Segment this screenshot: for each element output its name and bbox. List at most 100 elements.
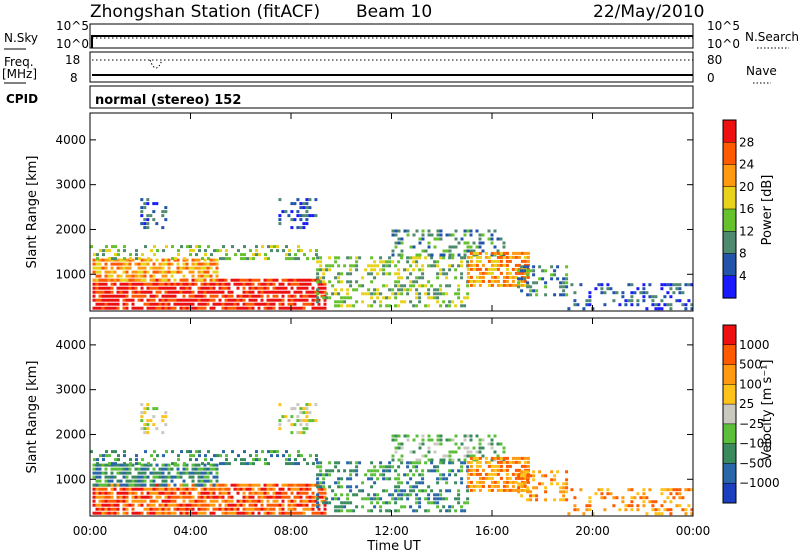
- range-gate-cell: [284, 511, 288, 515]
- range-gate-cell: [233, 298, 237, 302]
- range-gate-cell: [281, 278, 285, 282]
- range-gate-cell: [194, 471, 198, 475]
- range-gate-cell: [131, 495, 135, 499]
- range-gate-cell: [299, 286, 303, 290]
- range-gate-cell: [302, 202, 306, 206]
- range-gate-cell: [98, 258, 102, 262]
- range-gate-cell: [514, 472, 518, 476]
- range-gate-cell: [219, 462, 222, 466]
- range-gate-cell: [237, 454, 240, 458]
- range-gate-cell: [137, 306, 141, 310]
- range-gate-cell: [195, 450, 198, 454]
- range-gate-cell: [191, 266, 195, 270]
- range-gate-cell: [466, 460, 470, 464]
- range-gate-cell: [251, 499, 255, 503]
- range-gate-cell: [149, 286, 153, 290]
- range-gate-cell: [290, 491, 294, 495]
- range-gate-cell: [302, 491, 306, 495]
- range-gate-cell: [257, 302, 261, 306]
- range-gate-cell: [170, 290, 174, 294]
- range-gate-cell: [314, 214, 318, 218]
- range-gate-cell: [373, 505, 377, 509]
- range-gate-cell: [249, 454, 252, 458]
- range-gate-cell: [355, 465, 359, 469]
- range-gate-cell: [158, 483, 162, 487]
- range-gate-cell: [397, 241, 401, 245]
- range-gate-cell: [394, 280, 398, 284]
- range-gate-cell: [308, 483, 312, 487]
- range-gate-cell: [427, 497, 431, 501]
- range-gate-cell: [197, 306, 201, 310]
- range-gate-cell: [460, 300, 464, 304]
- range-gate-cell: [125, 475, 129, 479]
- range-gate-cell: [249, 249, 252, 253]
- range-gate-cell: [98, 278, 102, 282]
- range-gate-cell: [305, 491, 309, 495]
- range-gate-cell: [155, 507, 159, 511]
- range-gate-cell: [242, 278, 246, 282]
- range-gate-cell: [110, 507, 114, 511]
- range-gate-cell: [436, 465, 440, 469]
- range-gate-cell: [302, 503, 306, 507]
- range-gate-cell: [216, 454, 219, 458]
- range-gate-cell: [442, 497, 446, 501]
- range-gate-cell: [116, 463, 120, 467]
- range-gate-cell: [358, 461, 362, 465]
- range-gate-cell: [316, 300, 320, 304]
- range-gate-cell: [478, 267, 482, 271]
- range-gate-cell: [149, 507, 153, 511]
- range-gate-cell: [185, 286, 189, 290]
- range-gate-cell: [161, 270, 165, 274]
- range-gate-cell: [457, 292, 461, 296]
- range-gate-cell: [636, 504, 640, 508]
- range-gate-cell: [666, 488, 670, 492]
- range-gate-cell: [487, 229, 491, 233]
- range-gate-cell: [188, 266, 192, 270]
- range-gate-cell: [373, 493, 377, 497]
- range-gate-cell: [400, 253, 404, 257]
- range-gate-cell: [478, 450, 482, 454]
- range-gate-cell: [311, 306, 315, 310]
- range-gate-cell: [505, 476, 509, 480]
- range-gate-cell: [105, 245, 108, 249]
- range-gate-cell: [101, 266, 105, 270]
- range-gate-cell: [517, 460, 521, 464]
- range-gate-cell: [110, 270, 114, 274]
- x-tick-label: 12:00: [374, 524, 409, 538]
- range-gate-cell: [105, 450, 108, 454]
- range-gate-cell: [430, 458, 434, 462]
- range-gate-cell: [490, 446, 494, 450]
- range-gate-cell: [230, 290, 234, 294]
- range-gate-cell: [457, 446, 461, 450]
- range-gate-cell: [257, 487, 261, 491]
- colorbar-tick-label: 16: [739, 202, 754, 216]
- range-gate-cell: [95, 467, 99, 471]
- range-gate-cell: [469, 249, 473, 253]
- range-gate-cell: [146, 202, 150, 206]
- colorbar-segment: [723, 443, 736, 464]
- range-gate-cell: [323, 507, 327, 511]
- range-gate-cell: [636, 303, 640, 307]
- range-gate-cell: [315, 458, 318, 462]
- range-gate-cell: [287, 419, 291, 423]
- range-gate-cell: [140, 206, 144, 210]
- range-gate-cell: [346, 509, 350, 513]
- range-gate-cell: [451, 438, 455, 442]
- range-gate-cell: [273, 245, 276, 249]
- range-gate-cell: [149, 495, 153, 499]
- range-gate-cell: [337, 497, 341, 501]
- range-gate-cell: [116, 298, 120, 302]
- range-gate-cell: [490, 464, 494, 468]
- range-gate-cell: [445, 233, 449, 237]
- range-gate-cell: [346, 461, 350, 465]
- range-gate-cell: [312, 257, 315, 261]
- range-gate-cell: [146, 262, 150, 266]
- range-gate-cell: [358, 489, 362, 493]
- range-gate-cell: [305, 202, 309, 206]
- range-gate-cell: [143, 483, 147, 487]
- range-gate-cell: [161, 274, 165, 278]
- range-gate-cell: [200, 475, 204, 479]
- range-gate-cell: [113, 278, 117, 282]
- range-gate-cell: [297, 462, 300, 466]
- range-gate-cell: [212, 463, 216, 467]
